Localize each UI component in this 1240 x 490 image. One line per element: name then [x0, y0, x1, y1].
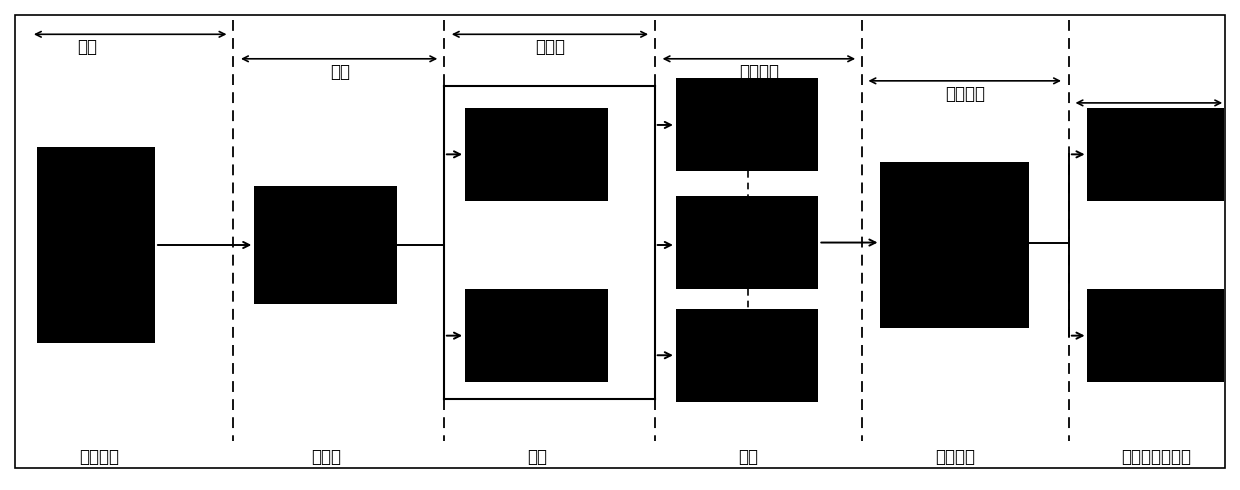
- Text: 图像处理: 图像处理: [1130, 107, 1169, 125]
- Bar: [37, 147, 155, 343]
- Text: 畸变校正: 畸变校正: [739, 63, 779, 81]
- Bar: [1087, 108, 1224, 201]
- Text: 预处理: 预处理: [536, 38, 565, 56]
- Text: 去噪: 去噪: [527, 448, 547, 466]
- Text: 调整图像: 调整图像: [935, 448, 975, 466]
- Bar: [880, 162, 1029, 328]
- Text: 源图像: 源图像: [311, 448, 341, 466]
- Text: 图像采集: 图像采集: [79, 448, 119, 466]
- Bar: [676, 78, 818, 172]
- Bar: [676, 309, 818, 402]
- Text: 采集: 采集: [77, 38, 97, 56]
- Bar: [254, 186, 397, 304]
- Bar: [1087, 289, 1224, 382]
- Text: 图像输出: 图像输出: [945, 85, 985, 103]
- Bar: [465, 289, 608, 382]
- Text: 变形场和温度场: 变形场和温度场: [1121, 448, 1190, 466]
- Bar: [676, 196, 818, 289]
- Text: 存储: 存储: [330, 63, 350, 81]
- Bar: [465, 108, 608, 201]
- Text: 校正: 校正: [738, 448, 758, 466]
